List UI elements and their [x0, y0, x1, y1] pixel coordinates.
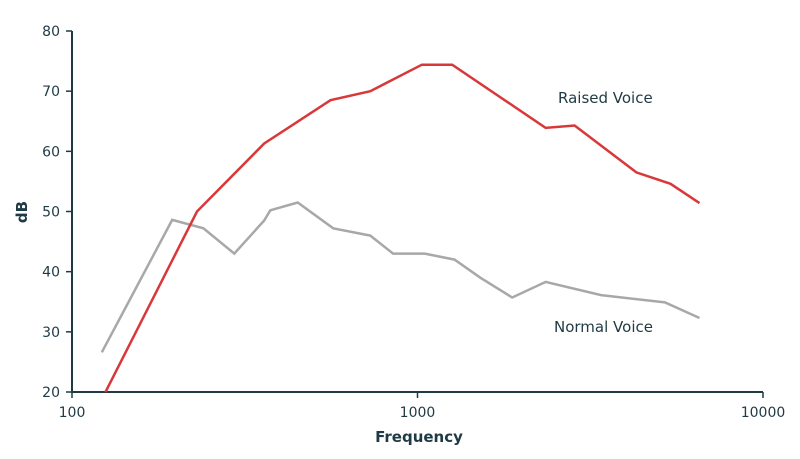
series-label-normal-voice: Normal Voice	[554, 318, 653, 336]
y-tick-label: 20	[42, 385, 60, 401]
series-line-raised-voice	[104, 63, 701, 393]
series-line-normal-voice	[100, 201, 701, 353]
y-axis: 20 30 40 50 60 70 80	[42, 24, 73, 401]
x-tick-label: 100	[59, 405, 86, 421]
series-layer	[100, 63, 701, 393]
series-label-raised-voice: Raised Voice	[558, 89, 653, 107]
y-tick-label: 70	[42, 84, 60, 100]
x-axis-title: Frequency	[375, 428, 463, 446]
y-tick-label: 80	[42, 24, 60, 40]
x-tick-label: 1000	[400, 405, 436, 421]
x-axis: 100 1000 10000	[59, 391, 786, 421]
y-tick-label: 50	[42, 205, 60, 221]
y-tick-label: 30	[42, 325, 60, 341]
y-tick-label: 40	[42, 265, 60, 281]
x-tick-label: 10000	[741, 405, 786, 421]
y-tick-label: 60	[42, 144, 60, 160]
y-axis-title: dB	[13, 201, 31, 223]
